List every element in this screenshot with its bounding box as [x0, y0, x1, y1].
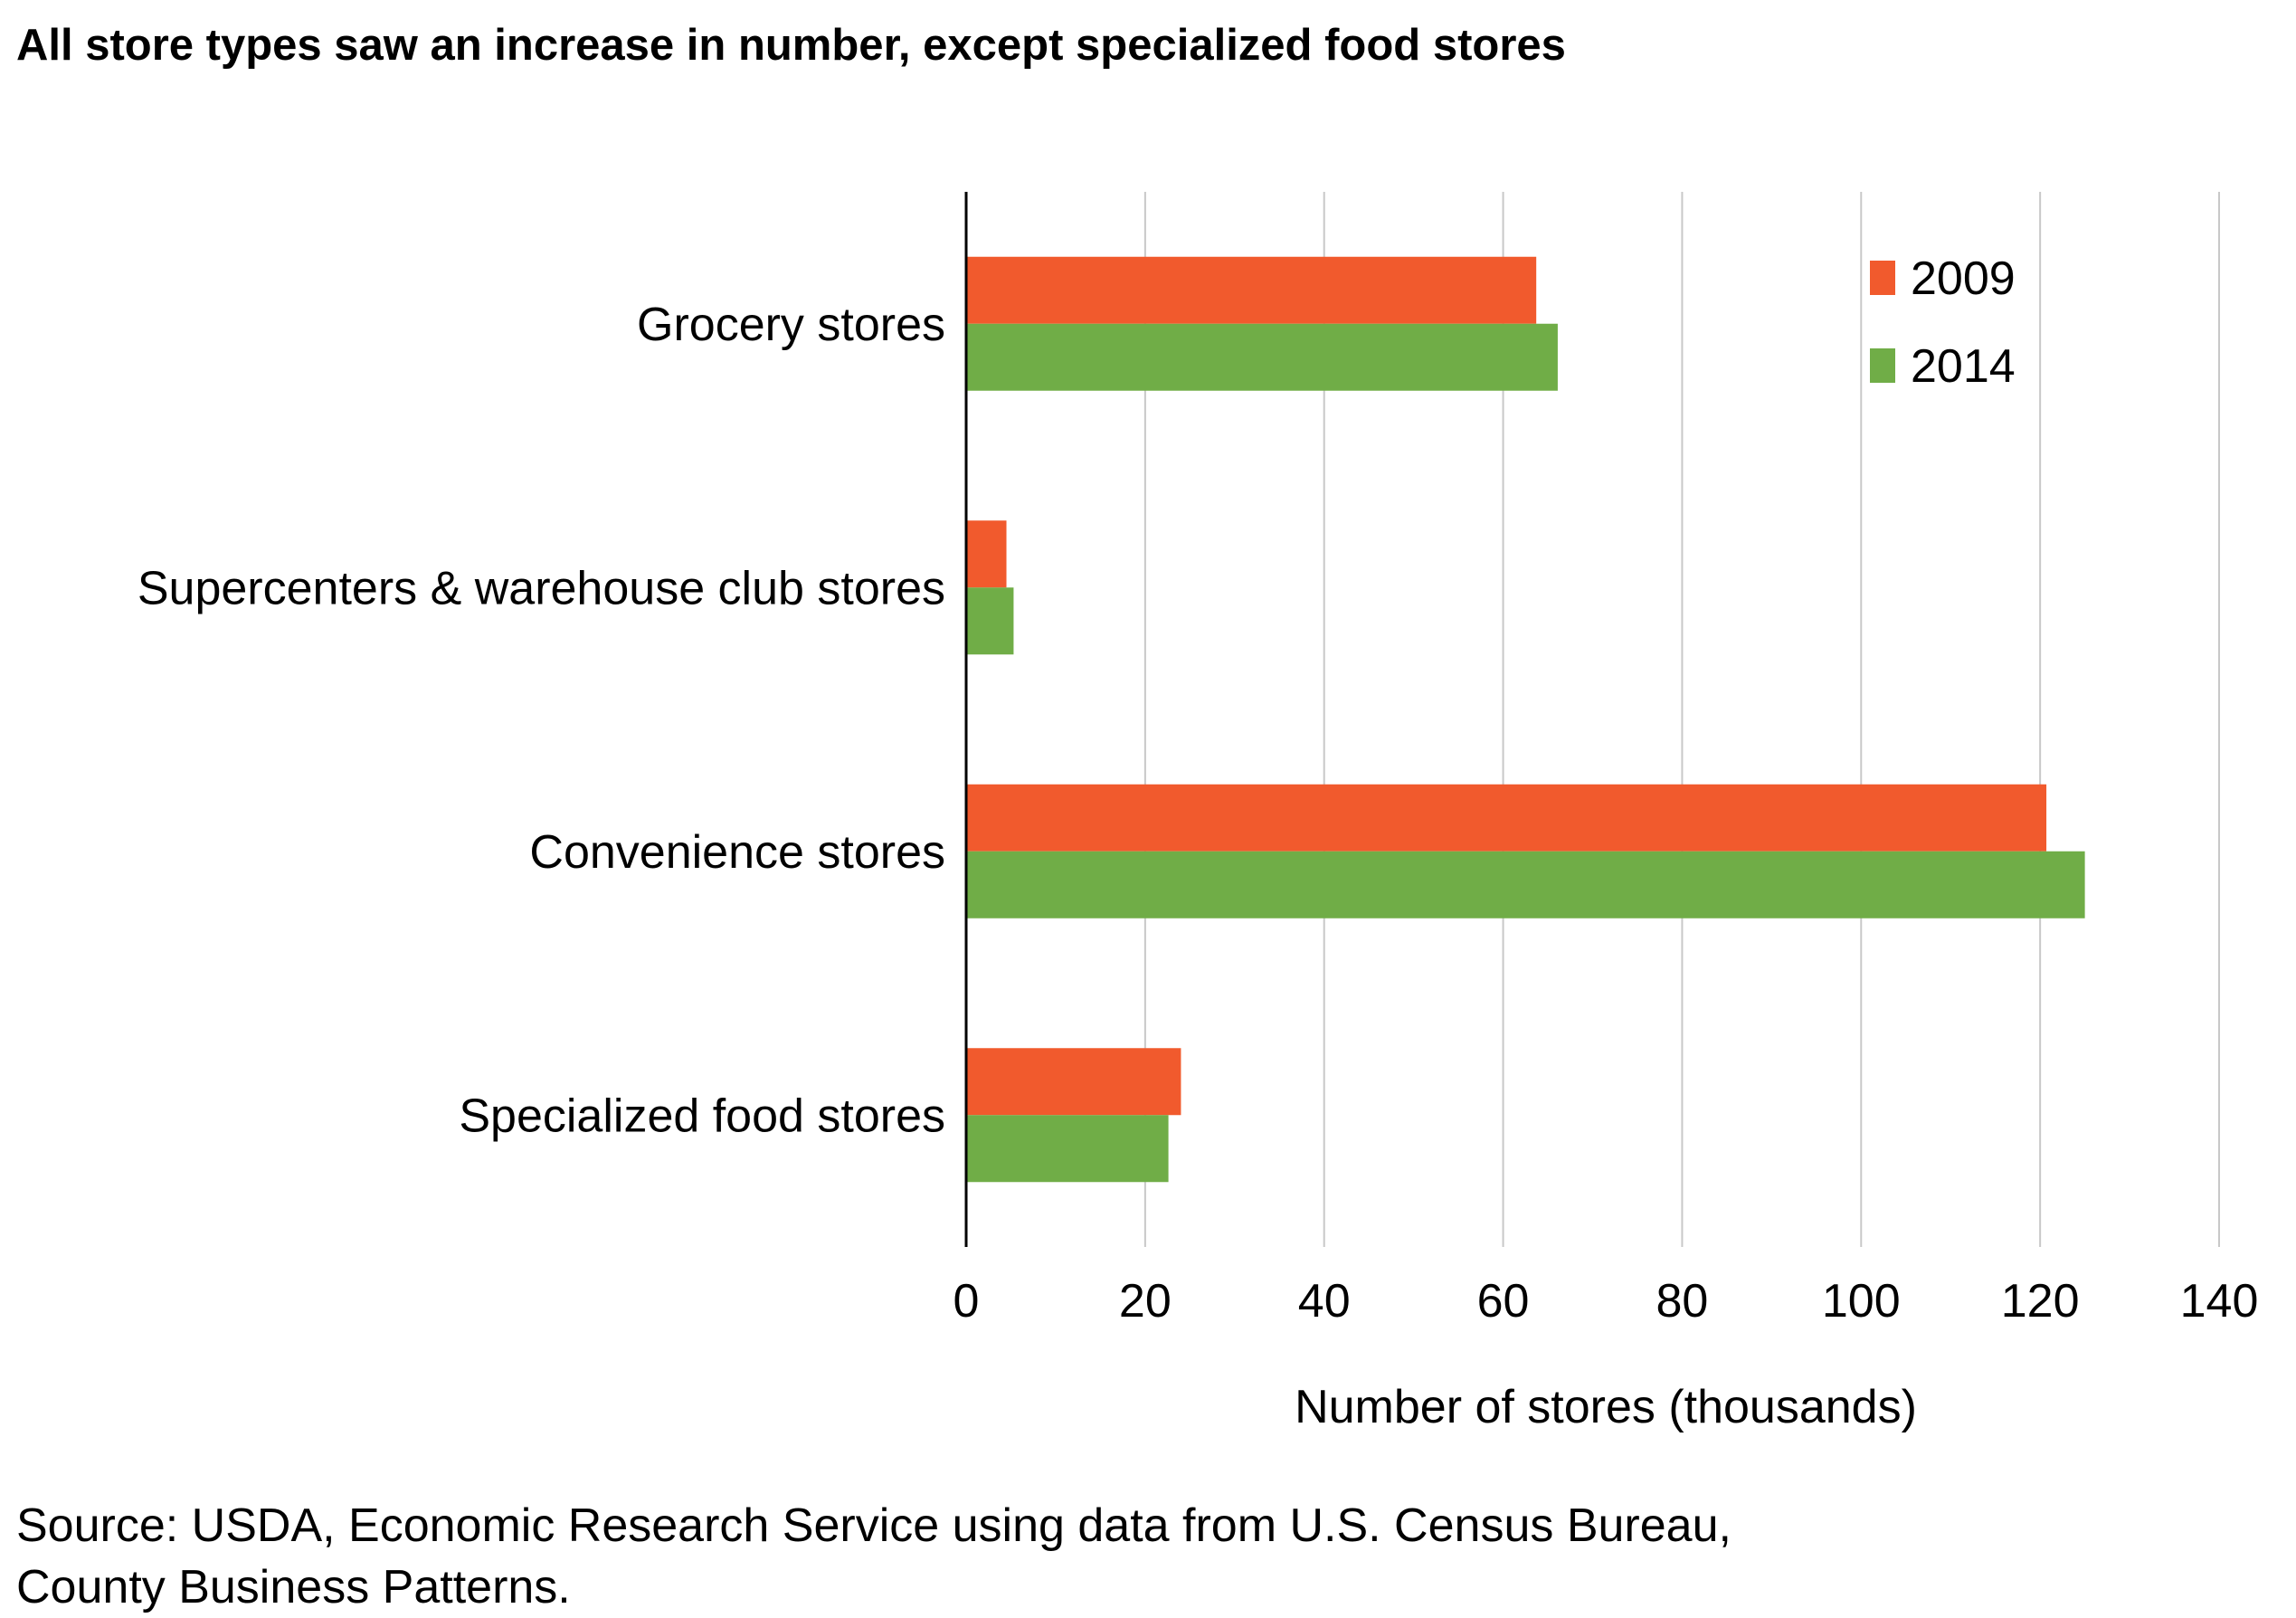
bar-2009	[966, 784, 2047, 852]
source-line-2: County Business Patterns.	[16, 1561, 571, 1613]
bar-2014	[966, 323, 1558, 391]
legend-swatch-2009	[1870, 261, 1895, 295]
x-tick-label: 0	[954, 1275, 980, 1328]
category-label: Specialized food stores	[459, 1090, 945, 1142]
category-labels: Grocery stores Supercenters & warehouse c…	[138, 299, 945, 1143]
category-label: Convenience stores	[529, 826, 945, 879]
x-axis-label: Number of stores (thousands)	[1295, 1381, 1917, 1433]
bar-2009	[966, 520, 1007, 588]
x-tick-label: 20	[1119, 1275, 1172, 1328]
x-tick-label: 80	[1656, 1275, 1709, 1328]
x-tick-label: 40	[1298, 1275, 1351, 1328]
legend-label: 2009	[1911, 252, 2016, 305]
x-tick-labels: 0 20 40 60 80 100 120 140	[954, 1275, 2259, 1328]
bars	[966, 256, 2085, 1183]
category-label: Supercenters & warehouse club stores	[138, 562, 945, 614]
legend: 2009 2014	[1870, 252, 2016, 393]
bar-2014	[966, 851, 2085, 918]
x-tick-label: 140	[2180, 1275, 2259, 1328]
x-tick-label: 120	[2001, 1275, 2080, 1328]
bar-2014	[966, 1115, 1169, 1183]
legend-label: 2014	[1911, 340, 2016, 393]
source-note: Source: USDA, Economic Research Service …	[16, 1495, 1731, 1618]
bar-2009	[966, 256, 1537, 324]
x-tick-label: 60	[1477, 1275, 1530, 1328]
category-label: Grocery stores	[637, 299, 945, 351]
x-tick-label: 100	[1822, 1275, 1901, 1328]
bar-2009	[966, 1048, 1181, 1116]
legend-swatch-2014	[1870, 348, 1895, 383]
chart-title: All store types saw an increase in numbe…	[16, 21, 1566, 70]
bar-2014	[966, 587, 1014, 655]
source-line-1: Source: USDA, Economic Research Service …	[16, 1499, 1731, 1552]
